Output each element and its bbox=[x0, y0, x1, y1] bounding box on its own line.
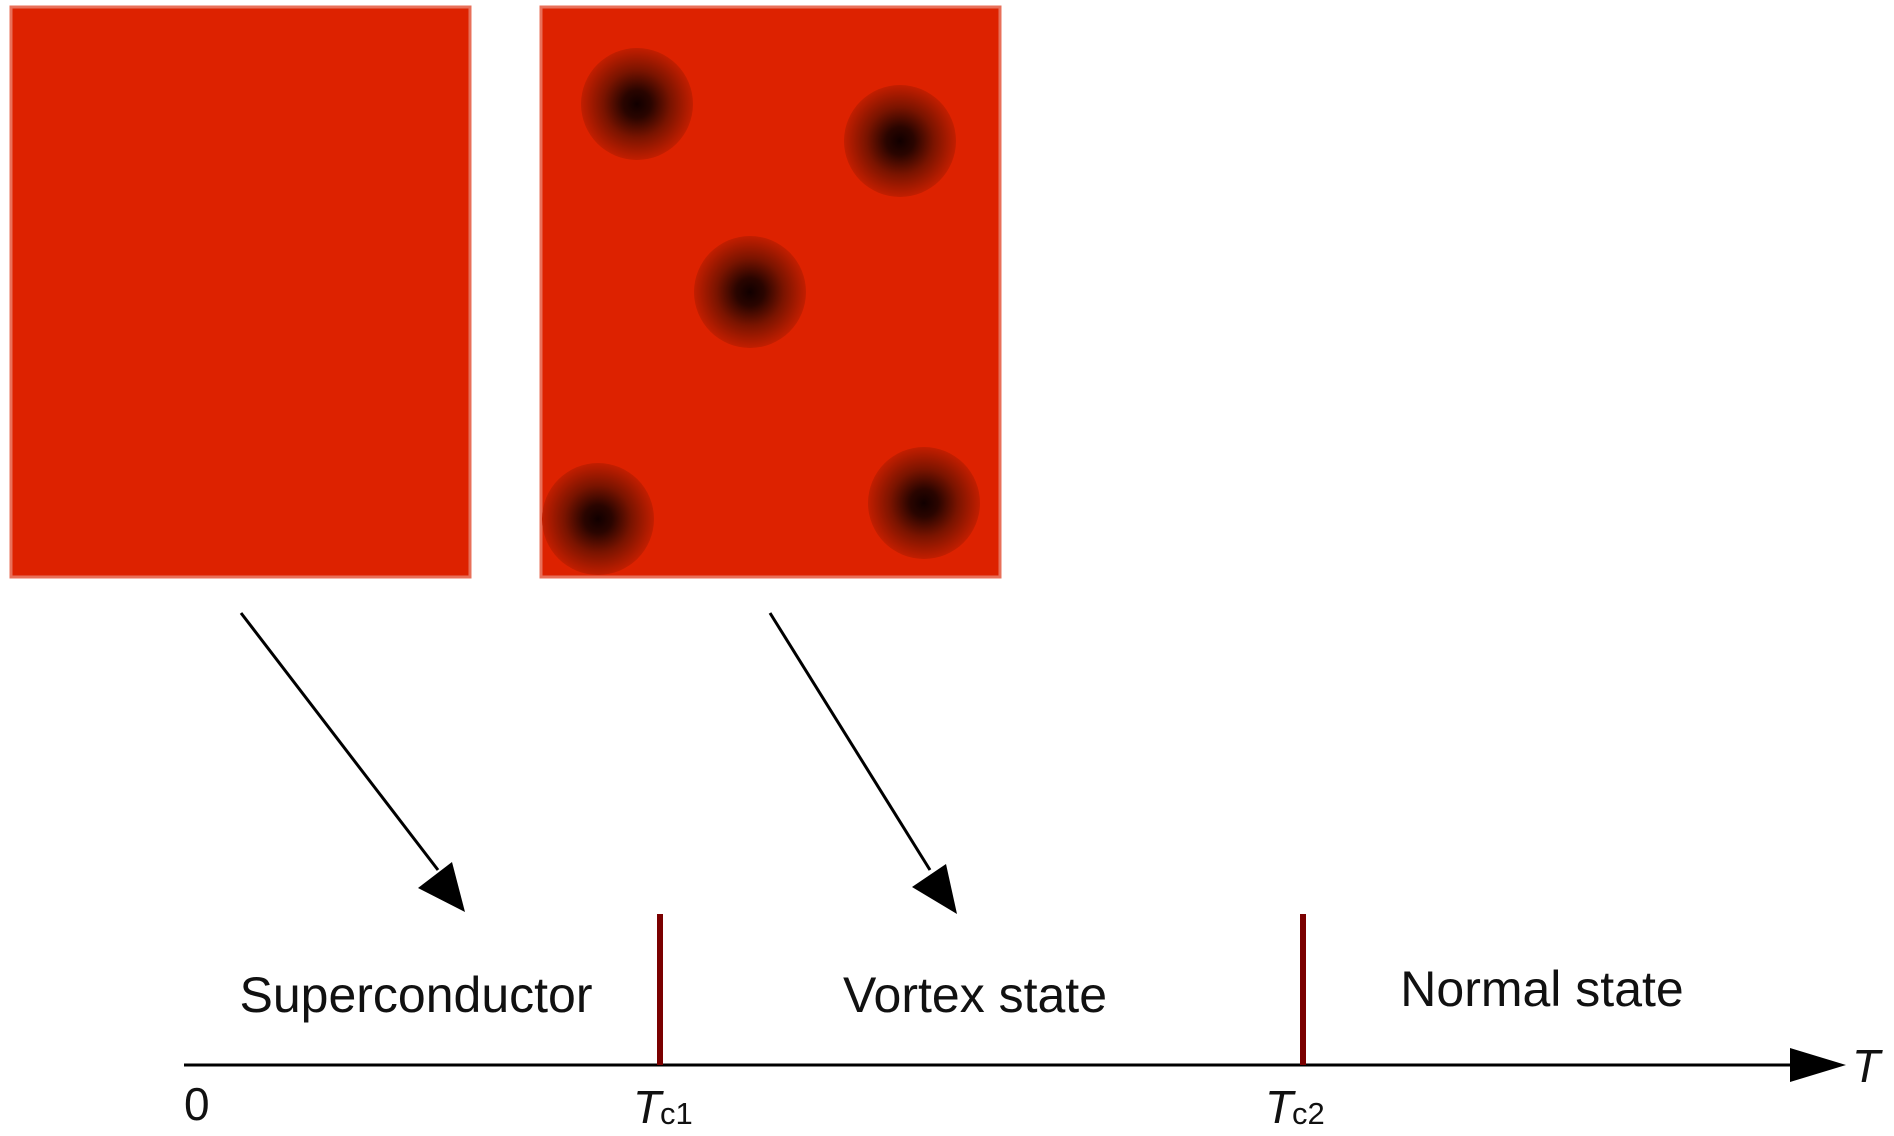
svg-text:T: T bbox=[1265, 1081, 1296, 1131]
vortex bbox=[694, 236, 806, 348]
tc1-label: T c1 bbox=[633, 1081, 693, 1133]
superconductor-panel bbox=[9, 5, 472, 579]
vortex-state-arrow bbox=[768, 612, 957, 914]
vortex-state-panel bbox=[539, 5, 1002, 579]
origin-label: 0 bbox=[184, 1078, 210, 1130]
superconductor-arrow bbox=[239, 612, 465, 912]
svg-text:c2: c2 bbox=[1292, 1096, 1325, 1131]
superconductor-label: Superconductor bbox=[239, 967, 592, 1023]
axis-arrowhead bbox=[1790, 1048, 1846, 1082]
vortex bbox=[542, 463, 654, 575]
axis-variable-label: T bbox=[1852, 1040, 1883, 1092]
vortex bbox=[868, 447, 980, 559]
svg-text:T: T bbox=[633, 1081, 664, 1131]
temperature-axis bbox=[184, 1048, 1846, 1082]
vortex bbox=[844, 85, 956, 197]
tc2-label: T c2 bbox=[1265, 1081, 1325, 1133]
normal-state-label: Normal state bbox=[1400, 961, 1683, 1017]
svg-text:c1: c1 bbox=[660, 1096, 693, 1131]
vortex bbox=[581, 48, 693, 160]
vortex-state-label: Vortex state bbox=[843, 967, 1107, 1023]
